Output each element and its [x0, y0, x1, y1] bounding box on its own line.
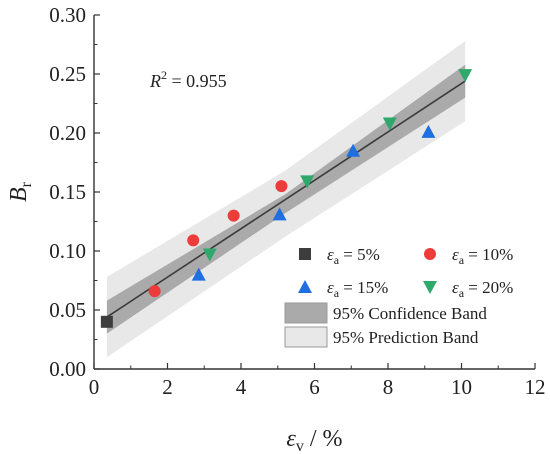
y-tick-label: 0.00	[49, 357, 86, 381]
data-point-3-2	[382, 117, 397, 131]
legend-label-1: εa = 10%	[452, 245, 513, 267]
legend-band-label-0: 95% Confidence Band	[333, 304, 487, 323]
labels-layer: εv / % Br R2 = 0.955	[6, 68, 343, 454]
x-tick-label: 0	[89, 375, 100, 399]
fit-line	[106, 80, 466, 318]
y-tick-label: 0.15	[49, 180, 86, 204]
x-tick-label: 6	[309, 375, 320, 399]
data-point-3-3	[458, 69, 473, 83]
data-point-1-0	[148, 285, 161, 298]
data-point-0-0	[100, 315, 113, 328]
x-axis-label: εv / %	[286, 426, 342, 454]
data-point-3-0	[202, 248, 217, 262]
legend: εa = 5% εa = 10% εa = 15% εa = 20% 95% Confi…	[284, 245, 513, 348]
data-point-3-1	[300, 175, 315, 189]
legend-label-2: εa = 15%	[327, 278, 388, 300]
legend-band-swatch-1	[284, 326, 328, 348]
legend-marker-1	[424, 248, 436, 260]
legend-marker-3	[423, 281, 437, 294]
y-tick-label: 0.10	[49, 239, 86, 263]
data-point-2-2	[346, 143, 361, 157]
legend-band-label-1: 95% Prediction Band	[333, 328, 479, 347]
y-axis-label: Br	[6, 181, 35, 202]
x-tick-label: 10	[451, 375, 472, 399]
legend-marker-2	[298, 280, 312, 293]
y-tick-label: 0.30	[49, 3, 86, 27]
legend-band-swatch-0	[284, 302, 328, 324]
r-squared-annotation: R2 = 0.955	[149, 68, 227, 91]
legend-marker-0	[299, 248, 311, 260]
y-tick-label: 0.05	[49, 298, 86, 322]
data-point-1-2	[227, 209, 240, 222]
data-point-2-1	[272, 207, 287, 221]
fit-layer	[106, 80, 466, 318]
data-point-1-1	[187, 234, 200, 247]
y-tick-label: 0.20	[49, 121, 86, 145]
data-point-1-3	[275, 180, 288, 193]
legend-label-0: εa = 5%	[327, 245, 380, 267]
legend-label-3: εa = 20%	[452, 278, 513, 300]
x-tick-label: 4	[236, 375, 247, 399]
axes-layer: 0 2 4 6 8 10 12 0.00 0.05 0.10 0.15 0.20 0.25 0.30	[49, 3, 545, 399]
y-tick-label: 0.25	[49, 62, 86, 86]
points-layer	[100, 69, 473, 328]
data-point-2-0	[191, 267, 206, 281]
x-tick-label: 2	[162, 375, 173, 399]
data-point-2-3	[421, 124, 436, 138]
x-tick-label: 8	[383, 375, 394, 399]
x-tick-label: 12	[525, 375, 546, 399]
